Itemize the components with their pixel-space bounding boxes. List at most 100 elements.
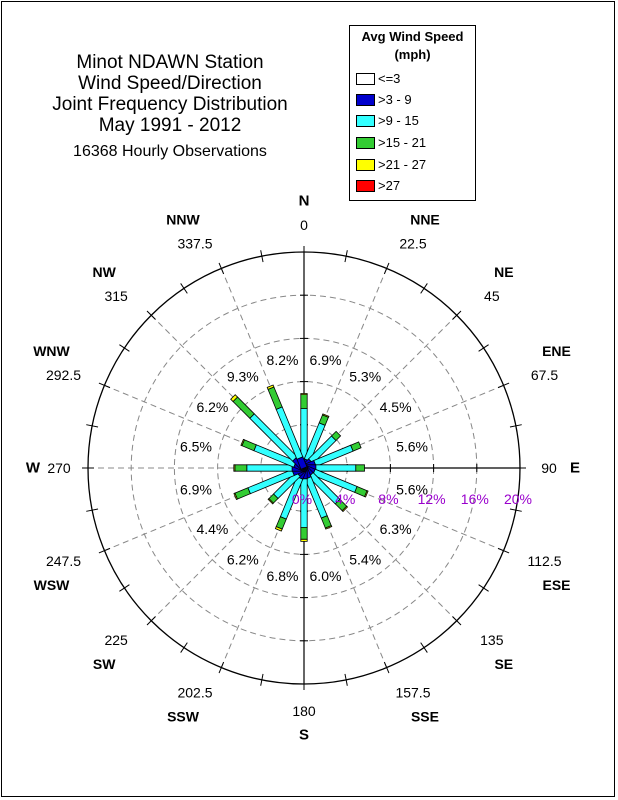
frequency-label: 4.4% bbox=[196, 521, 228, 537]
outer-tick bbox=[119, 584, 130, 592]
outer-tick bbox=[180, 642, 188, 653]
legend: Avg Wind Speed (mph) <=3 >3 - 9 >9 - 15 … bbox=[349, 25, 476, 201]
radial-tick-label: 12% bbox=[418, 491, 446, 507]
legend-swatch bbox=[356, 73, 375, 85]
compass-label: NNE bbox=[410, 211, 440, 227]
legend-entry: >21 - 27 bbox=[356, 158, 426, 171]
bar-segment bbox=[321, 413, 330, 418]
outer-tick bbox=[420, 283, 428, 294]
compass-label: S bbox=[299, 727, 309, 744]
compass-label: ENE bbox=[542, 343, 571, 359]
compass-label: SSE bbox=[411, 709, 439, 725]
frequency-label: 5.6% bbox=[396, 481, 428, 497]
radial-tick-label: 8% bbox=[378, 491, 398, 507]
bar-segment bbox=[233, 464, 236, 472]
compass-label: NE bbox=[494, 264, 513, 280]
compass-label: E bbox=[570, 460, 580, 477]
frequency-label: 6.9% bbox=[180, 481, 212, 497]
bar-segment bbox=[240, 438, 245, 447]
angle-label: 0 bbox=[300, 217, 308, 233]
outer-tick bbox=[344, 673, 348, 686]
outer-tick bbox=[383, 661, 390, 674]
legend-entry: >9 - 15 bbox=[356, 114, 419, 127]
frequency-label: 5.3% bbox=[349, 368, 381, 384]
legend-swatch bbox=[356, 94, 375, 106]
outer-tick bbox=[452, 310, 462, 320]
frequency-label: 6.3% bbox=[380, 521, 412, 537]
frequency-label: 6.9% bbox=[310, 352, 342, 368]
bar-segment bbox=[330, 430, 342, 442]
frequency-label: 5.4% bbox=[349, 552, 381, 568]
outer-tick bbox=[98, 547, 111, 554]
outer-tick bbox=[478, 344, 489, 352]
legend-entry: <=3 bbox=[356, 72, 400, 85]
angle-label: 22.5 bbox=[399, 235, 426, 251]
outer-tick bbox=[86, 508, 99, 512]
bar-segment bbox=[234, 487, 251, 500]
legend-label: >3 - 9 bbox=[378, 92, 412, 107]
angle-label: 315 bbox=[104, 288, 128, 304]
legend-swatch bbox=[356, 115, 375, 127]
outer-tick bbox=[383, 262, 390, 275]
outer-tick bbox=[497, 382, 510, 389]
angle-label: 337.5 bbox=[177, 235, 212, 251]
bar-segment bbox=[267, 498, 274, 505]
outer-tick bbox=[509, 508, 522, 512]
outer-tick bbox=[146, 310, 156, 320]
angle-label: 90 bbox=[541, 460, 557, 476]
bar-segment bbox=[364, 490, 369, 498]
bar-segment bbox=[267, 386, 283, 410]
title-block: Minot NDAWN Station Wind Speed/Direction… bbox=[20, 52, 320, 161]
compass-label: SE bbox=[494, 656, 513, 672]
compass-label: SW bbox=[93, 656, 116, 672]
frequency-label: 8.2% bbox=[267, 352, 299, 368]
bar-segment bbox=[232, 396, 255, 419]
compass-label: ESE bbox=[542, 577, 570, 593]
compass-label: W bbox=[26, 460, 41, 477]
legend-entry: >27 bbox=[356, 179, 400, 192]
bar-segment bbox=[233, 492, 238, 501]
frequency-label: 6.0% bbox=[310, 568, 342, 584]
outer-tick bbox=[260, 673, 264, 686]
radial-spoke bbox=[220, 268, 305, 469]
outer-tick bbox=[452, 616, 462, 626]
outer-tick bbox=[478, 584, 489, 592]
outer-tick bbox=[509, 424, 522, 428]
angle-label: 225 bbox=[104, 632, 128, 648]
bar-segment bbox=[230, 394, 239, 403]
compass-label: WNW bbox=[33, 343, 70, 359]
bar-segment bbox=[300, 394, 308, 410]
angle-label: 202.5 bbox=[177, 685, 212, 701]
outer-tick bbox=[119, 344, 130, 352]
outer-tick bbox=[180, 283, 188, 294]
legend-label: >15 - 21 bbox=[378, 135, 427, 150]
compass-label: NNW bbox=[166, 211, 200, 227]
angle-label: 67.5 bbox=[531, 367, 558, 383]
bar-segment bbox=[246, 464, 293, 472]
bar-segment bbox=[300, 408, 308, 460]
legend-entry: >15 - 21 bbox=[356, 136, 426, 149]
angle-label: 112.5 bbox=[528, 553, 562, 569]
title-line-4: May 1991 - 2012 bbox=[98, 115, 242, 136]
radial-tick-label: 4% bbox=[335, 491, 355, 507]
frequency-label: 9.3% bbox=[227, 368, 259, 384]
bar-segment bbox=[266, 384, 275, 390]
legend-title-line-2: (mph) bbox=[394, 47, 431, 62]
legend-swatch bbox=[356, 159, 375, 171]
outer-tick bbox=[218, 262, 225, 275]
radial-tick-label: 0% bbox=[292, 491, 312, 507]
legend-label: >9 - 15 bbox=[378, 113, 419, 128]
frequency-label: 6.2% bbox=[196, 399, 228, 415]
outer-tick bbox=[420, 642, 428, 653]
outer-tick bbox=[218, 661, 225, 674]
title-line-1: Minot NDAWN Station bbox=[76, 52, 264, 73]
bar-segment bbox=[300, 393, 308, 396]
subtitle: 16368 Hourly Observations bbox=[73, 143, 267, 160]
radial-spoke bbox=[220, 467, 305, 668]
angle-label: 270 bbox=[47, 460, 71, 476]
legend-label: >27 bbox=[378, 178, 401, 193]
angle-label: 45 bbox=[484, 288, 500, 304]
bar-segment bbox=[324, 525, 333, 530]
frequency-label: 5.6% bbox=[396, 439, 428, 455]
bar-segment bbox=[300, 538, 308, 542]
